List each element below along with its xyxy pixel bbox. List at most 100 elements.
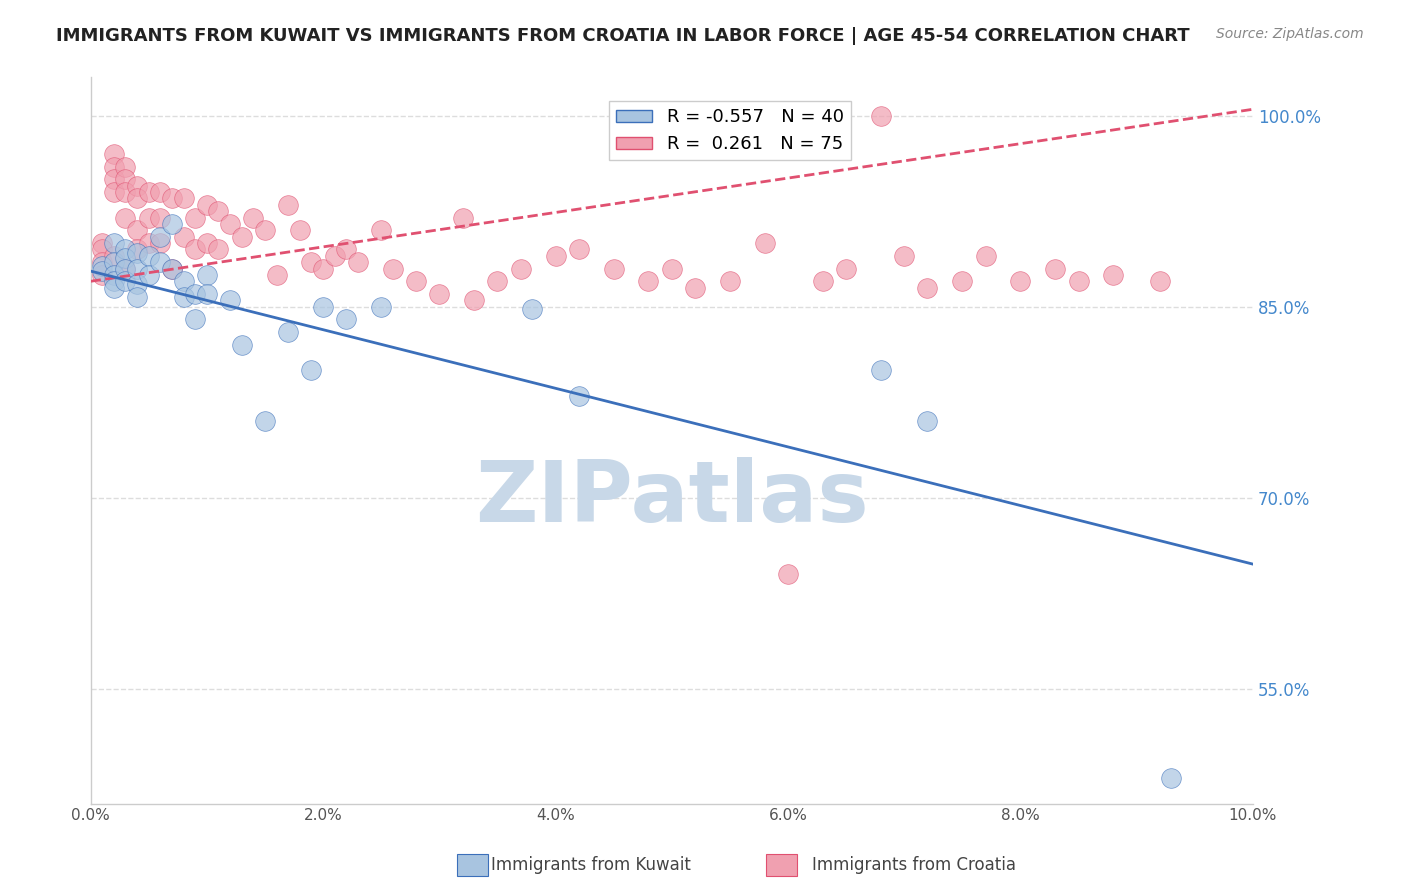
Point [231,338,253,352]
Point [195,198,218,212]
Point [127,223,149,237]
Point [950,274,973,288]
Point [219,217,242,231]
Point [509,261,531,276]
Point [776,567,799,582]
Point [381,261,404,276]
Point [811,274,834,288]
Point [114,172,136,186]
Point [602,261,624,276]
Point [138,249,160,263]
Point [835,261,858,276]
Point [522,302,544,317]
Point [427,287,450,301]
Point [195,235,218,250]
Point [160,191,183,205]
Text: ZIPatlas: ZIPatlas [475,457,869,541]
Point [91,259,114,273]
Point [347,255,370,269]
Point [149,235,172,250]
Point [91,243,114,257]
Point [149,229,172,244]
Point [335,312,357,326]
Point [486,274,509,288]
Point [253,223,276,237]
Point [127,243,149,257]
Point [184,287,207,301]
Point [370,300,392,314]
Point [91,264,114,278]
Point [207,204,229,219]
Point [103,147,125,161]
Text: Immigrants from Croatia: Immigrants from Croatia [811,856,1017,874]
Point [114,261,136,276]
Point [114,274,136,288]
Point [277,325,299,339]
Point [463,293,485,308]
Point [138,268,160,282]
Point [323,249,346,263]
Point [114,261,136,276]
Text: IMMIGRANTS FROM KUWAIT VS IMMIGRANTS FROM CROATIA IN LABOR FORCE | AGE 45-54 COR: IMMIGRANTS FROM KUWAIT VS IMMIGRANTS FRO… [56,27,1189,45]
Point [149,255,172,269]
Point [661,261,683,276]
Bar [457,854,488,876]
Point [683,280,706,294]
Point [370,223,392,237]
Point [127,289,149,303]
Point [103,160,125,174]
Point [173,229,195,244]
Point [114,243,136,257]
Point [91,255,114,269]
Point [312,261,335,276]
Point [301,363,323,377]
Point [917,280,939,294]
Point [288,223,311,237]
Point [195,287,218,301]
Point [870,363,893,377]
Point [335,243,357,257]
Point [277,198,299,212]
Point [103,255,125,269]
Point [91,268,114,282]
Point [160,261,183,276]
Point [149,185,172,199]
Point [568,389,591,403]
Point [114,160,136,174]
Point [1045,261,1067,276]
Point [127,246,149,260]
Point [138,211,160,225]
Point [195,268,218,282]
Point [149,211,172,225]
Point [405,274,427,288]
Point [1067,274,1090,288]
Point [231,229,253,244]
Point [637,274,659,288]
Point [103,280,125,294]
Point [138,235,160,250]
Point [451,211,474,225]
Point [127,261,149,276]
Point [312,300,335,314]
Point [127,178,149,193]
Point [184,312,207,326]
Point [917,414,939,428]
Point [974,249,997,263]
Bar [766,854,797,876]
Point [114,211,136,225]
Point [103,185,125,199]
Point [1010,274,1032,288]
Legend: R = -0.557   N = 40, R =  0.261   N = 75: R = -0.557 N = 40, R = 0.261 N = 75 [609,101,851,161]
Point [91,235,114,250]
Point [219,293,242,308]
Point [242,211,264,225]
Point [173,289,195,303]
Point [173,274,195,288]
Point [173,191,195,205]
Text: Immigrants from Kuwait: Immigrants from Kuwait [491,856,690,874]
Point [103,274,125,288]
Point [103,249,125,263]
Point [184,211,207,225]
Point [184,243,207,257]
Point [568,243,591,257]
